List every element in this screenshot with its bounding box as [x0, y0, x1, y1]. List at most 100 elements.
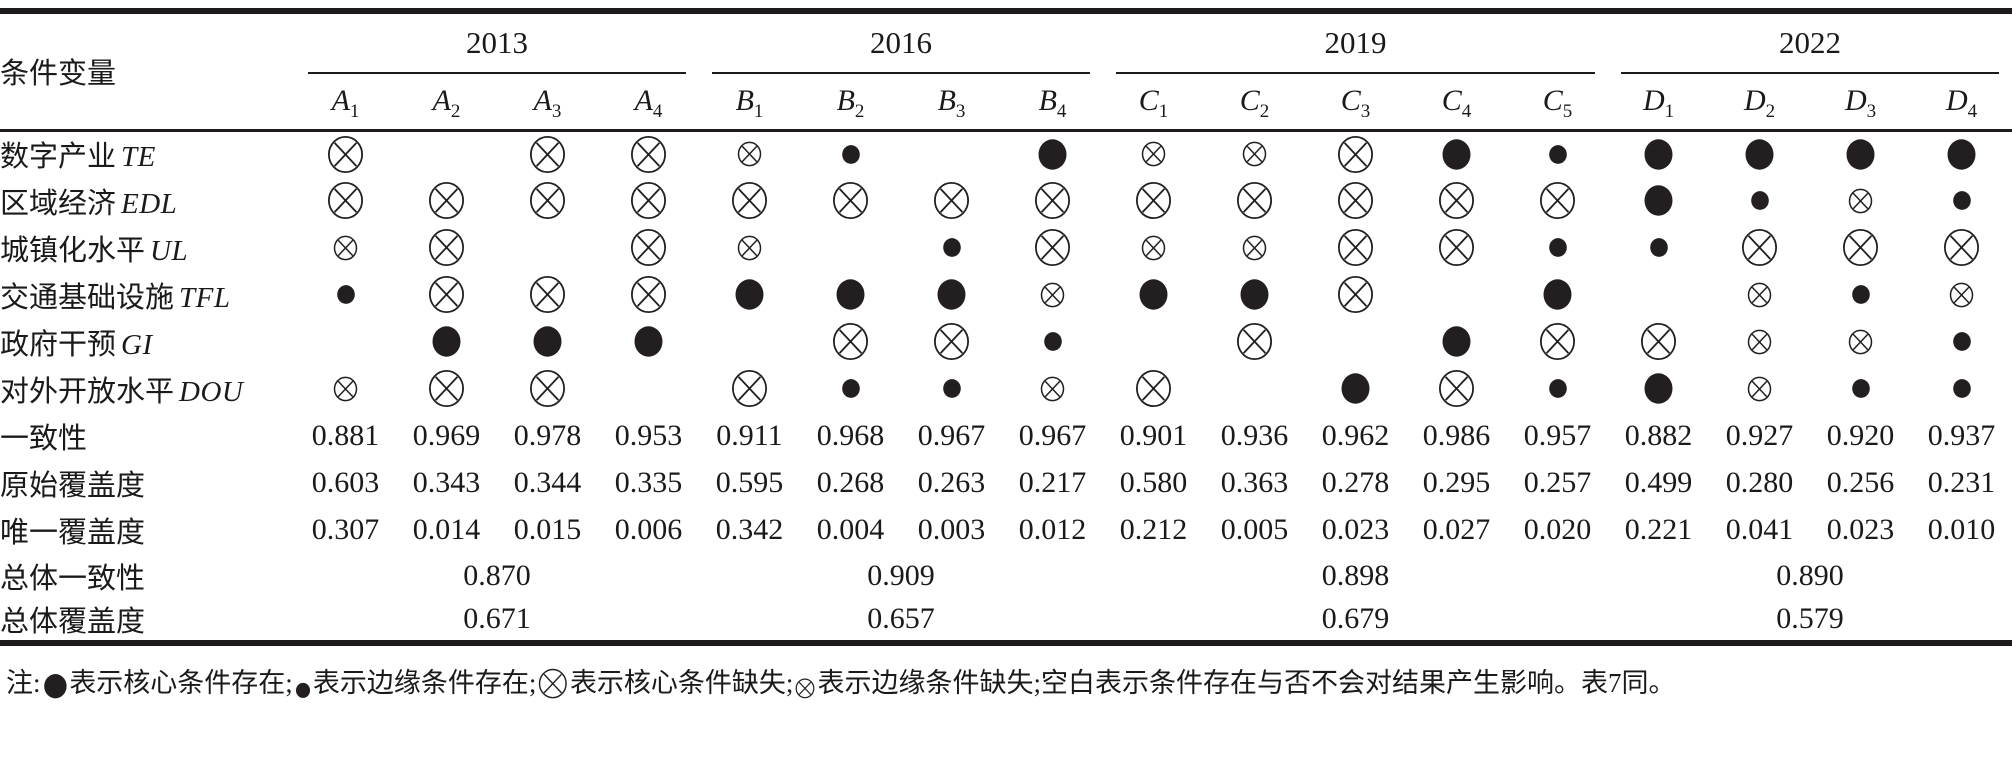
- core-absent-icon: [1438, 181, 1475, 220]
- condition-cell: [1810, 365, 1911, 412]
- core-present-icon: [1543, 279, 1572, 310]
- core-present-icon: [1442, 139, 1471, 170]
- peripheral-present-icon: [942, 379, 961, 398]
- condition-cell: [497, 318, 598, 365]
- config-column-A3: A3: [497, 74, 598, 132]
- condition-cell: [1002, 318, 1103, 365]
- core-present-icon: [533, 326, 562, 357]
- peripheral-absent-icon: [1141, 235, 1166, 260]
- condition-cell: [1507, 130, 1608, 177]
- condition-cell: [1507, 177, 1608, 224]
- config-column-B4: B4: [1002, 74, 1103, 132]
- config-column-D1: D1: [1608, 74, 1710, 132]
- condition-row: 城镇化水平 UL: [0, 224, 2012, 271]
- peripheral-present-icon: [1952, 191, 1971, 210]
- core-absent-icon: [1034, 181, 1071, 220]
- condition-cell: [1709, 271, 1810, 318]
- core-present-icon: [1947, 139, 1976, 170]
- stat-value: 0.005: [1220, 512, 1289, 546]
- core-absent-icon: [539, 668, 568, 699]
- stat-row: 一致性 0.881 0.969 0.978 0.953 0.911 0.968 0.967 0.…: [0, 412, 2012, 459]
- year-group-2016: 2016: [699, 11, 1103, 74]
- peripheral-absent-icon: [1040, 376, 1065, 401]
- config-column-B2: B2: [800, 74, 901, 132]
- core-absent-icon: [1438, 369, 1475, 408]
- condition-cell: [1103, 224, 1204, 271]
- condition-cell: [598, 318, 699, 365]
- core-absent-icon: [630, 275, 667, 314]
- overall-value: 0.870: [463, 558, 531, 592]
- core-absent-icon: [327, 135, 364, 173]
- peripheral-absent-icon: [1747, 282, 1772, 307]
- peripheral-present-icon: [1952, 332, 1971, 351]
- year-label: 2022: [1621, 14, 2000, 74]
- row-label: 总体覆盖度: [0, 598, 295, 646]
- core-absent-icon: [428, 228, 465, 267]
- core-absent-icon: [529, 181, 566, 220]
- core-absent-icon: [1236, 322, 1273, 361]
- stat-value: 0.882: [1624, 418, 1693, 452]
- core-absent-icon: [832, 322, 869, 361]
- core-present-icon: [1240, 279, 1269, 310]
- peripheral-present-icon: [295, 683, 310, 699]
- config-column-C4: C4: [1406, 74, 1507, 132]
- table-footnote: 注: 表示核心条件存在; 表示边缘条件存在; 表示核心条件缺失; 表示边缘条件缺失;空白…: [6, 662, 2006, 706]
- stat-value: 0.603: [311, 465, 380, 499]
- overall-value: 0.679: [1103, 598, 1609, 646]
- condition-cell: [1103, 318, 1204, 365]
- footnote-text: 表示核心条件存在;: [69, 668, 293, 698]
- core-absent-icon: [1236, 181, 1273, 220]
- stat-value: 0.257: [1523, 465, 1592, 499]
- peripheral-present-icon: [1649, 238, 1668, 257]
- peripheral-absent-icon: [737, 235, 762, 260]
- overall-row: 总体覆盖度 0.671 0.657 0.679 0.579: [0, 598, 2012, 646]
- condition-cell: [901, 130, 1002, 177]
- peripheral-present-icon: [942, 238, 961, 257]
- condition-cell: [1002, 365, 1103, 412]
- stat-row: 唯一覆盖度 0.307 0.014 0.015 0.006 0.342 0.004 0.003…: [0, 506, 2012, 553]
- condition-cell: [800, 177, 901, 224]
- stat-value: 0.014: [412, 512, 481, 546]
- condition-cell: [699, 271, 800, 318]
- config-column-A2: A2: [396, 74, 497, 132]
- peripheral-absent-icon: [1242, 141, 1267, 167]
- stat-value: 0.920: [1826, 418, 1895, 452]
- condition-row: 对外开放水平 DOU: [0, 365, 2012, 412]
- core-absent-icon: [1843, 228, 1879, 267]
- config-column-D4: D4: [1911, 74, 2012, 132]
- core-absent-icon: [529, 275, 566, 314]
- condition-cell: [396, 130, 497, 177]
- stat-value: 0.278: [1321, 465, 1390, 499]
- condition-cell: [901, 318, 1002, 365]
- condition-cell: [396, 177, 497, 224]
- core-absent-icon: [630, 181, 667, 220]
- peripheral-absent-icon: [1242, 235, 1267, 260]
- peripheral-absent-icon: [1040, 282, 1065, 307]
- overall-value: 0.898: [1321, 558, 1390, 592]
- condition-cell: [598, 130, 699, 177]
- core-absent-icon: [1742, 228, 1778, 267]
- core-absent-icon: [529, 369, 566, 408]
- stat-value: 0.263: [917, 465, 986, 499]
- condition-cell: [1608, 177, 1709, 224]
- stat-value: 0.968: [816, 418, 885, 452]
- stat-value: 0.015: [513, 512, 582, 546]
- peripheral-absent-icon: [1747, 329, 1772, 354]
- stat-value: 0.363: [1220, 465, 1289, 499]
- stat-value: 0.280: [1725, 465, 1794, 499]
- stat-value: 0.023: [1321, 512, 1390, 546]
- condition-cell: [1810, 224, 1911, 271]
- core-absent-icon: [1540, 322, 1576, 361]
- stat-value: 0.580: [1119, 465, 1188, 499]
- condition-cell: [396, 318, 497, 365]
- core-absent-icon: [1337, 135, 1374, 173]
- condition-cell: [1709, 365, 1810, 412]
- condition-cell: [1911, 271, 2012, 318]
- core-present-icon: [1442, 326, 1471, 357]
- overall-value: 0.657: [699, 598, 1103, 646]
- stat-value: 0.986: [1422, 418, 1491, 452]
- condition-cell: [1305, 271, 1406, 318]
- core-absent-icon: [731, 181, 768, 220]
- core-absent-icon: [428, 275, 465, 314]
- peripheral-absent-icon: [1747, 376, 1772, 401]
